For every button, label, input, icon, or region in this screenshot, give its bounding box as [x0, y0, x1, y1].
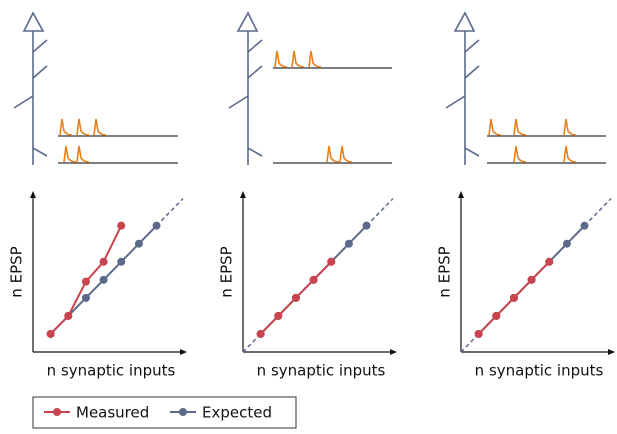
x-axis-label: n synaptic inputs	[475, 362, 604, 380]
point	[64, 311, 73, 320]
point	[580, 221, 589, 230]
point	[291, 293, 300, 302]
point	[327, 257, 336, 266]
y-axis-label: n EPSP	[8, 246, 26, 297]
y-axis-label: n EPSP	[218, 246, 236, 297]
point	[309, 275, 318, 284]
point	[274, 311, 283, 320]
point	[562, 239, 571, 248]
point	[117, 221, 126, 230]
point	[256, 329, 265, 338]
point	[117, 257, 126, 266]
y-arrow	[30, 191, 36, 198]
point	[99, 257, 108, 266]
y-arrow	[240, 191, 246, 198]
branches	[445, 39, 480, 157]
x-arrow	[390, 349, 397, 355]
spikes	[274, 50, 353, 163]
soma	[22, 11, 45, 32]
point	[134, 239, 143, 248]
dashed-guide	[242, 333, 262, 353]
chart-panel: n synaptic inputs n EPSP	[218, 191, 397, 380]
dashed-guide	[365, 198, 394, 227]
dashed-guide	[583, 198, 612, 227]
neuron-diagrams	[13, 11, 606, 165]
legend-label: Measured	[76, 404, 149, 422]
dashed-guide	[155, 198, 184, 227]
chart-panel: n synaptic inputs n EPSP	[436, 191, 615, 380]
point	[99, 275, 108, 284]
soma	[236, 11, 259, 32]
point	[545, 257, 554, 266]
point	[492, 311, 501, 320]
x-axis-label: n synaptic inputs	[257, 362, 386, 380]
chart-panel: n synaptic inputs n EPSP	[8, 191, 187, 380]
x-arrow	[608, 349, 615, 355]
point	[152, 221, 161, 230]
point	[527, 275, 536, 284]
x-axis-label: n synaptic inputs	[47, 362, 176, 380]
point	[81, 277, 90, 286]
legend-label: Expected	[202, 404, 272, 422]
dashed-guide	[460, 333, 480, 353]
point	[362, 221, 371, 230]
soma	[453, 11, 476, 32]
legend-swatch	[53, 408, 61, 416]
branches	[228, 39, 263, 157]
y-axis-label: n EPSP	[436, 246, 454, 297]
y-arrow	[458, 191, 464, 198]
point	[81, 293, 90, 302]
point	[46, 329, 55, 338]
point	[509, 293, 518, 302]
x-arrow	[180, 349, 187, 355]
spikes	[59, 118, 107, 163]
legend-swatch	[179, 408, 187, 416]
spikes	[488, 118, 577, 163]
branches	[13, 39, 48, 157]
point	[474, 329, 483, 338]
point	[344, 239, 353, 248]
legend-box	[32, 396, 297, 429]
